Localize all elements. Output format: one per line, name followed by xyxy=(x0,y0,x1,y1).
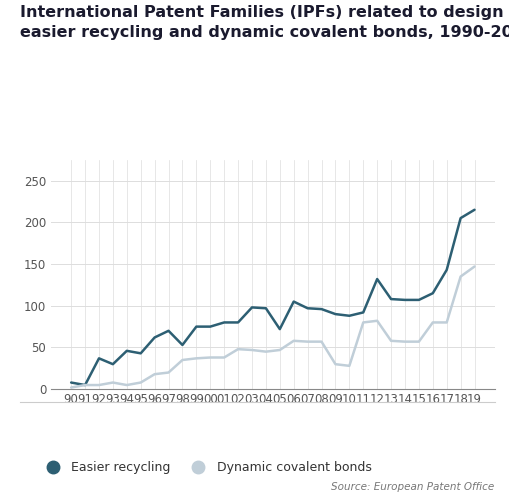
Text: International Patent Families (IPFs) related to design for
easier recycling and : International Patent Families (IPFs) rel… xyxy=(20,5,509,40)
Text: Source: European Patent Office: Source: European Patent Office xyxy=(331,482,494,492)
Legend: Easier recycling, Dynamic covalent bonds: Easier recycling, Dynamic covalent bonds xyxy=(35,457,376,480)
